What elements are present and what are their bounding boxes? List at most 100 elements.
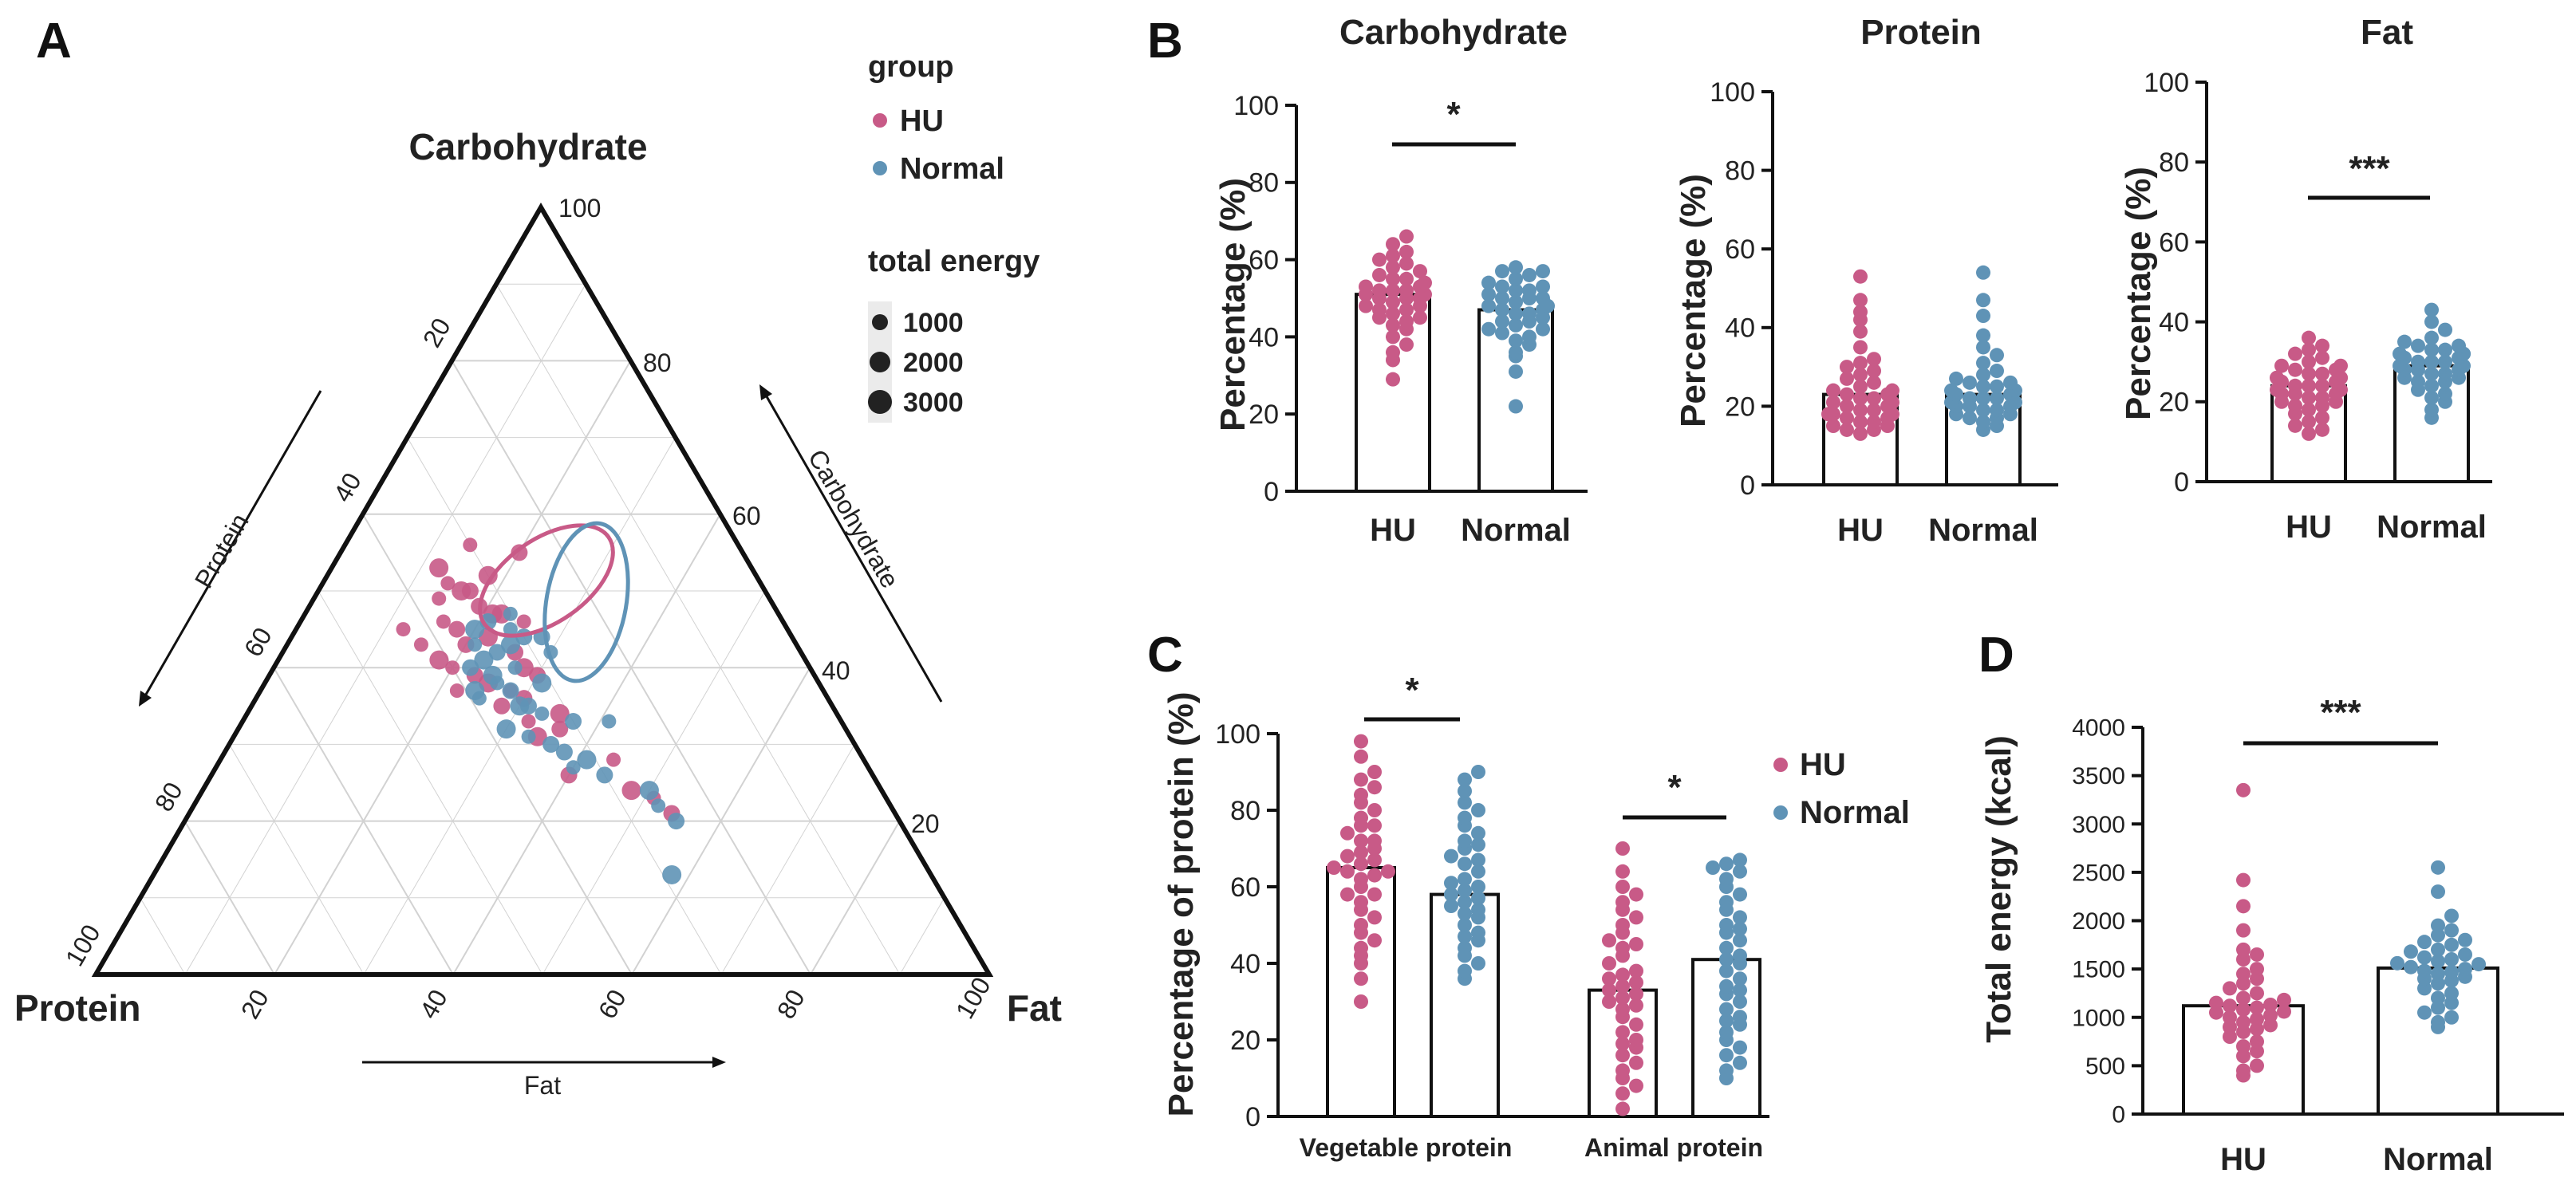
- fat-point-hu: [2302, 426, 2316, 441]
- energy-point-hu: [2250, 962, 2264, 977]
- vegetable-protein-point-normal: [1471, 925, 1485, 940]
- panel-c-protein-source: Percentage of protein (%) 0 20 40 60 80 100 *…: [1162, 671, 1910, 1162]
- fat-point-hu: [2315, 366, 2329, 381]
- energy-point-normal: [2444, 937, 2459, 952]
- ternary-gridline: [184, 283, 586, 975]
- carbohydrate-point-normal: [1509, 317, 1523, 333]
- animal-protein-point-normal: [1706, 860, 1720, 875]
- protein-point-hu: [1853, 269, 1868, 284]
- ternary-plot: Carbohydrate Protein Fat 100 80 60 40 20…: [14, 50, 1062, 1100]
- protein-source-legend-hu: HU: [1800, 747, 1846, 782]
- ternary-point-normal: [639, 781, 659, 801]
- vegetable-protein-point-hu: [1367, 765, 1382, 779]
- carbohydrate-point-hu: [1399, 314, 1414, 329]
- protein-source-legend-normal-marker: [1773, 805, 1788, 820]
- carbohydrate-point-normal: [1509, 294, 1523, 309]
- protein-point-hu: [1826, 419, 1840, 434]
- animal-protein-point-hu: [1615, 1025, 1630, 1040]
- energy-point-hu: [2236, 942, 2251, 957]
- ternary-point-normal: [488, 644, 506, 661]
- energy-point-hu: [2236, 923, 2251, 938]
- carbohydrate-point-hu: [1386, 329, 1400, 345]
- fat-tick-80: 80: [771, 985, 811, 1024]
- panel-d-total-energy: Total energy (kcal) 0 500 1000 1500 2000 2500…: [1979, 693, 2564, 1177]
- protein-y-tick-label: 20: [1725, 392, 1755, 422]
- protein-point-hu: [1826, 395, 1840, 410]
- protein-point-hu: [1853, 367, 1868, 382]
- carbohydrate-y-label: Percentage (%): [1213, 178, 1252, 431]
- carbohydrate-point-normal: [1495, 302, 1509, 317]
- panel-label-a: A: [36, 14, 72, 69]
- fat-point-normal: [2438, 322, 2452, 337]
- animal-protein-point-normal: [1733, 921, 1747, 936]
- energy-point-hu: [2263, 1008, 2278, 1023]
- carbohydrate-point-normal: [1481, 275, 1496, 290]
- fat-point-normal: [2424, 366, 2439, 381]
- carb-tick-100: 100: [558, 194, 601, 222]
- vegetable-protein-point-normal: [1444, 899, 1458, 913]
- vegetable-protein-point-hu: [1340, 864, 1355, 879]
- energy-point-hu: [2250, 1012, 2264, 1027]
- carbohydrate-chart-title: Carbohydrate: [1339, 13, 1568, 52]
- legend-energy-marker-1000: [872, 314, 888, 330]
- vegetable-protein-point-normal: [1458, 963, 1472, 978]
- ternary-point-normal: [662, 864, 682, 884]
- fat-point-hu: [2288, 346, 2302, 361]
- protein-tick-80: 80: [149, 778, 188, 817]
- fat-point-normal: [2438, 342, 2452, 357]
- legend-normal-marker: [873, 161, 887, 175]
- animal-protein-point-normal: [1719, 963, 1734, 978]
- carbohydrate-point-hu: [1399, 271, 1414, 286]
- x-label-animal-protein: Animal protein: [1584, 1133, 1763, 1162]
- animal-protein-point-normal: [1733, 1010, 1747, 1025]
- carbohydrate-y-ticks: 0 20 40 60 80 100: [1233, 91, 1296, 507]
- protein-direction-arrow: Protein: [139, 390, 322, 707]
- panel-label-d: D: [1978, 628, 2014, 683]
- protein-point-hu: [1853, 293, 1868, 308]
- protein-point-hu: [1867, 415, 1881, 430]
- carbohydrate-point-normal: [1495, 279, 1509, 294]
- vegetable-protein-point-hu: [1367, 910, 1382, 925]
- ternary-point-hu: [448, 620, 466, 638]
- ternary-point-hu: [452, 581, 471, 600]
- carbohydrate-point-normal: [1536, 279, 1550, 294]
- carbohydrate-point-normal: [1509, 306, 1523, 321]
- vegetable-protein-point-hu: [1340, 849, 1355, 864]
- protein-source-y-tick-label: 80: [1230, 796, 1260, 826]
- ternary-normal-points: [462, 606, 685, 884]
- fat-point-hu: [2315, 378, 2329, 393]
- energy-point-hu: [2223, 981, 2237, 996]
- carbohydrate-point-normal: [1522, 329, 1537, 345]
- ternary-point-normal: [507, 660, 523, 675]
- fat-point-hu: [2302, 354, 2316, 369]
- fat-point-normal: [2424, 342, 2439, 357]
- protein-source-y-label: Percentage of protein (%): [1162, 692, 1201, 1117]
- energy-point-normal: [2431, 1014, 2445, 1030]
- fat-point-hu: [2315, 390, 2329, 405]
- ternary-point-normal: [503, 606, 518, 621]
- vegetable-protein-point-normal: [1458, 872, 1472, 887]
- vegetable-protein-point-normal: [1458, 895, 1472, 910]
- animal-protein-point-normal: [1733, 852, 1747, 868]
- energy-point-hu: [2236, 1039, 2251, 1054]
- vegetable-protein-point-hu: [1354, 787, 1368, 802]
- energy-point-hu: [2223, 998, 2237, 1014]
- protein-source-y-tick-label: 100: [1215, 719, 1260, 750]
- carb-tick-20: 20: [911, 809, 940, 838]
- ternary-gridline: [140, 897, 186, 975]
- vegetable-protein-point-normal: [1458, 833, 1472, 849]
- vegetable-protein-point-normal: [1471, 902, 1485, 917]
- animal-protein-point-normal: [1733, 948, 1747, 963]
- protein-tick-60: 60: [239, 623, 278, 662]
- fat-point-normal: [2424, 314, 2439, 329]
- energy-point-normal: [2431, 967, 2445, 982]
- vegetable-protein-point-hu: [1354, 872, 1368, 887]
- protein-source-legend-normal: Normal: [1800, 795, 1910, 830]
- protein-source-y-tick-label: 40: [1230, 949, 1260, 979]
- fat-tick-40: 40: [414, 985, 453, 1024]
- fat-x-label-hu: HU: [2286, 510, 2332, 545]
- fat-point-normal: [2393, 346, 2407, 361]
- ternary-point-normal: [462, 659, 479, 676]
- ternary-gridline: [318, 590, 543, 975]
- protein-point-hu: [1840, 411, 1854, 426]
